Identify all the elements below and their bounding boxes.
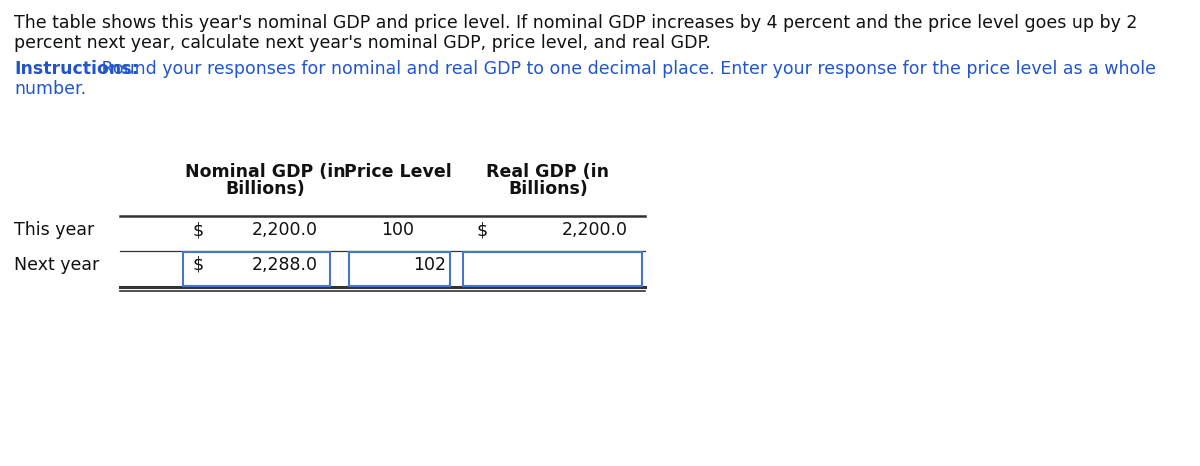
Text: 2,200.0: 2,200.0 xyxy=(562,221,628,239)
Text: The table shows this year's nominal GDP and price level. If nominal GDP increase: The table shows this year's nominal GDP … xyxy=(14,14,1138,32)
Text: $: $ xyxy=(478,221,488,239)
Text: Nominal GDP (in: Nominal GDP (in xyxy=(185,163,346,181)
Text: This year: This year xyxy=(14,221,95,239)
Text: Price Level: Price Level xyxy=(344,163,452,181)
Text: Billions): Billions) xyxy=(226,180,305,198)
Text: 102: 102 xyxy=(413,256,446,274)
Text: Instructions:: Instructions: xyxy=(14,60,139,78)
Text: Real GDP (in: Real GDP (in xyxy=(486,163,610,181)
Text: 100: 100 xyxy=(382,221,414,239)
Text: Round your responses for nominal and real GDP to one decimal place. Enter your r: Round your responses for nominal and rea… xyxy=(96,60,1156,78)
Text: $: $ xyxy=(193,256,204,274)
Text: $: $ xyxy=(193,221,204,239)
Text: percent next year, calculate next year's nominal GDP, price level, and real GDP.: percent next year, calculate next year's… xyxy=(14,34,710,52)
Text: Billions): Billions) xyxy=(508,180,588,198)
Text: 2,288.0: 2,288.0 xyxy=(252,256,318,274)
Text: 2,200.0: 2,200.0 xyxy=(252,221,318,239)
Text: number.: number. xyxy=(14,80,86,98)
Text: Next year: Next year xyxy=(14,256,100,274)
